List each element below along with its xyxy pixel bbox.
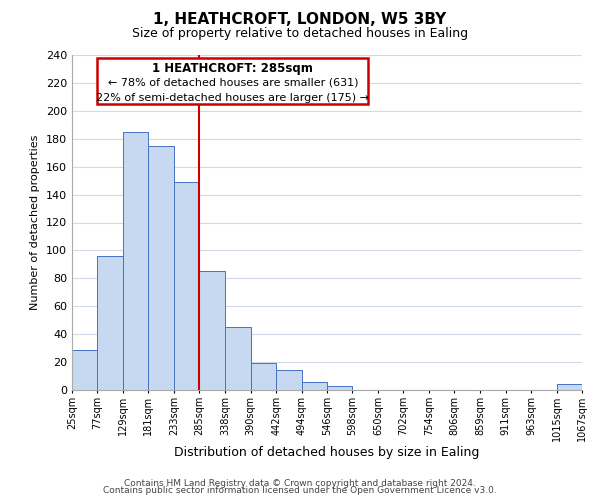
Text: 1 HEATHCROFT: 285sqm: 1 HEATHCROFT: 285sqm <box>152 62 313 75</box>
Bar <box>327 386 352 390</box>
Text: Contains public sector information licensed under the Open Government Licence v3: Contains public sector information licen… <box>103 486 497 495</box>
Bar <box>72 350 97 390</box>
Bar <box>97 256 123 390</box>
Y-axis label: Number of detached properties: Number of detached properties <box>31 135 40 310</box>
Text: Size of property relative to detached houses in Ealing: Size of property relative to detached ho… <box>132 28 468 40</box>
Bar <box>123 132 148 390</box>
Bar <box>148 146 174 390</box>
Text: 1, HEATHCROFT, LONDON, W5 3BY: 1, HEATHCROFT, LONDON, W5 3BY <box>154 12 446 28</box>
Bar <box>302 382 327 390</box>
Bar <box>557 384 582 390</box>
FancyBboxPatch shape <box>97 58 368 104</box>
Text: 22% of semi-detached houses are larger (175) →: 22% of semi-detached houses are larger (… <box>96 92 369 102</box>
X-axis label: Distribution of detached houses by size in Ealing: Distribution of detached houses by size … <box>175 446 479 460</box>
Text: Contains HM Land Registry data © Crown copyright and database right 2024.: Contains HM Land Registry data © Crown c… <box>124 478 476 488</box>
Bar <box>199 272 225 390</box>
Bar <box>174 182 199 390</box>
Bar <box>276 370 302 390</box>
Text: ← 78% of detached houses are smaller (631): ← 78% of detached houses are smaller (63… <box>107 78 358 88</box>
Bar <box>225 327 251 390</box>
Bar <box>251 364 276 390</box>
